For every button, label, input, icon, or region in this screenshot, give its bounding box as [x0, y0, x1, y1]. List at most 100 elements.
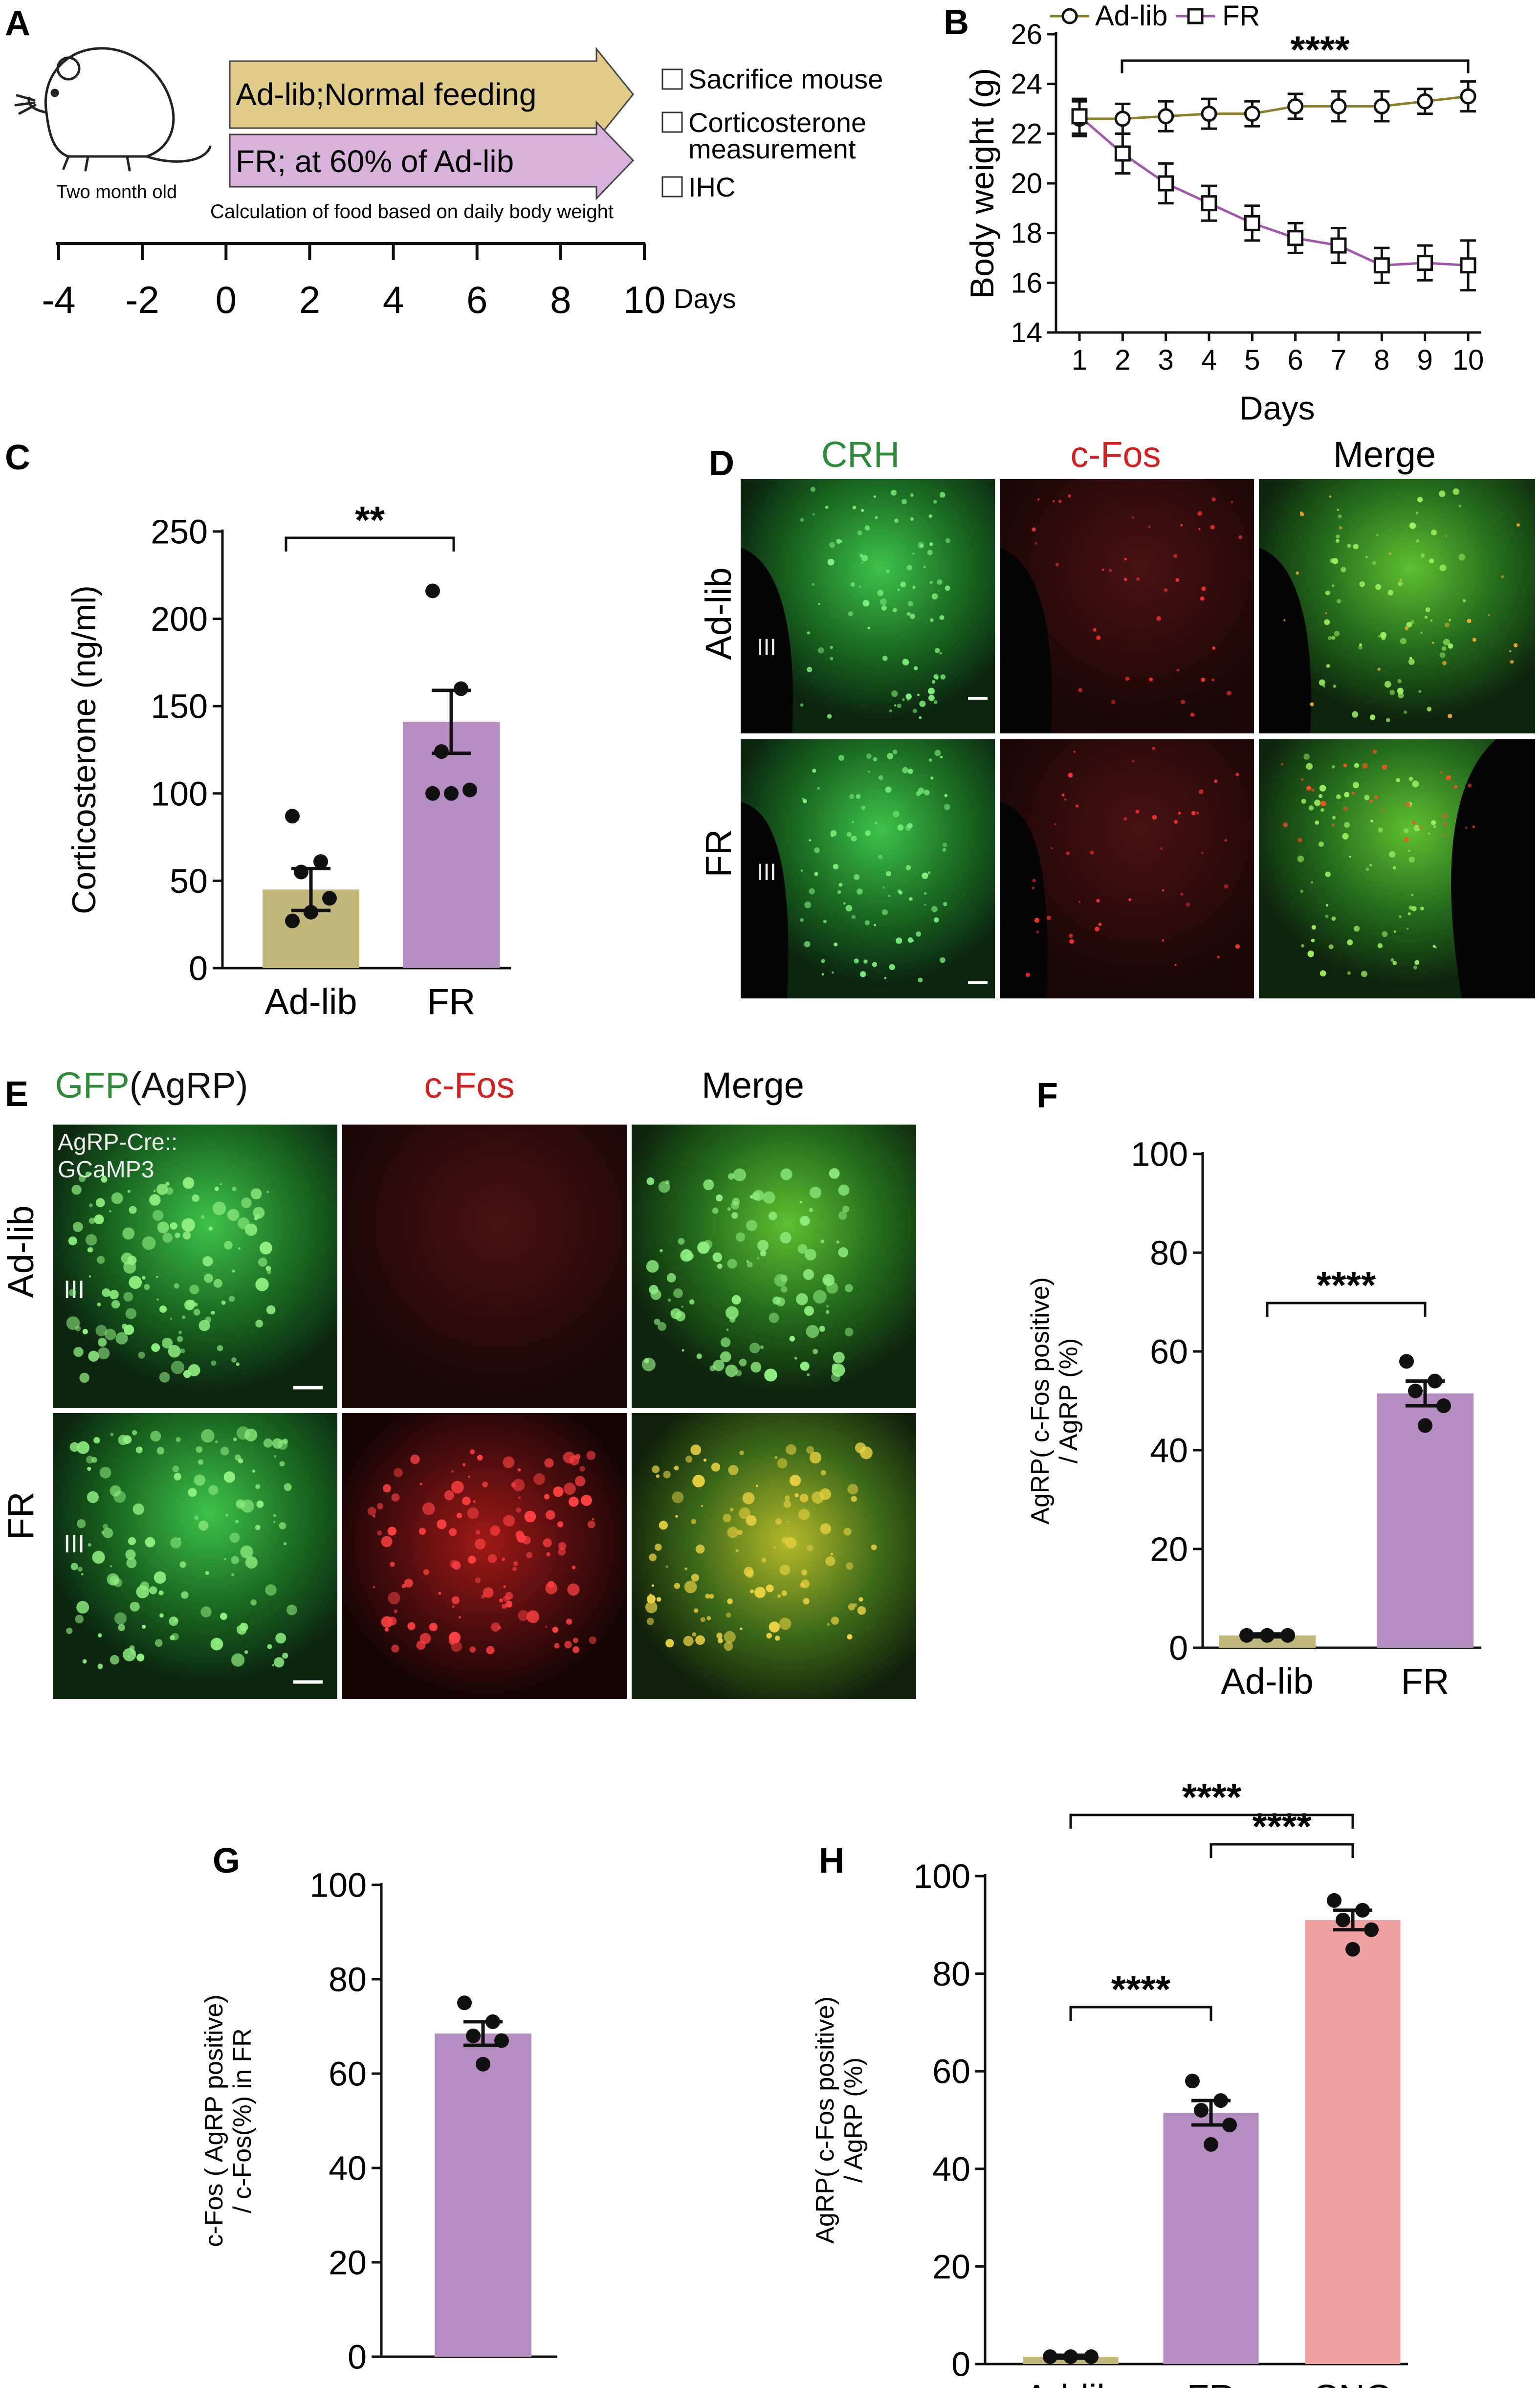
- cell-speckle: [1425, 607, 1430, 613]
- cell-speckle: [220, 1183, 222, 1186]
- cell-speckle: [695, 1635, 705, 1645]
- cell-speckle: [462, 1496, 471, 1505]
- significance-label: ****: [1111, 1968, 1171, 2011]
- cell-speckle: [1364, 795, 1370, 800]
- cell-speckle: [462, 1463, 466, 1467]
- cell-speckle: [156, 1183, 168, 1195]
- cell-speckle: [830, 830, 837, 837]
- cell-speckle: [475, 1577, 481, 1584]
- timeline-tick-label: 6: [466, 278, 487, 321]
- data-point: [444, 786, 459, 801]
- cell-speckle: [236, 1362, 240, 1367]
- cell-speckle: [545, 1510, 555, 1520]
- cell-speckle: [878, 855, 883, 860]
- cell-speckle: [383, 1484, 392, 1493]
- y-tick-label: 20: [932, 2248, 970, 2286]
- cell-speckle: [703, 1239, 713, 1249]
- cell-speckle: [1510, 660, 1514, 664]
- cell-speckle: [830, 645, 833, 649]
- cell-speckle: [1326, 664, 1330, 668]
- cell-speckle: [404, 1578, 413, 1588]
- cell-speckle: [129, 1206, 137, 1214]
- cell-speckle: [181, 1591, 189, 1599]
- cell-speckle: [912, 553, 915, 555]
- cell-speckle: [176, 1336, 183, 1342]
- cell-speckle: [802, 797, 804, 800]
- cell-speckle: [275, 1633, 286, 1644]
- cell-speckle: [178, 1537, 181, 1540]
- cell-speckle: [1176, 668, 1180, 672]
- cell-speckle: [1433, 825, 1436, 828]
- cell-speckle: [838, 883, 843, 887]
- cell-speckle: [670, 1310, 674, 1314]
- cell-speckle: [1411, 893, 1414, 896]
- legend-marker-fr: [1187, 8, 1204, 24]
- cell-speckle: [1458, 553, 1466, 561]
- cell-speckle: [1160, 847, 1163, 850]
- cell-speckle: [273, 1521, 276, 1524]
- cell-speckle: [1300, 889, 1303, 893]
- cell-speckle: [569, 1497, 579, 1507]
- data-point-adlib: [1244, 106, 1260, 122]
- cell-speckle: [817, 647, 824, 654]
- data-point: [1222, 2117, 1237, 2132]
- cell-speckle: [69, 1442, 80, 1452]
- cell-speckle: [652, 1465, 660, 1473]
- cell-speckle: [1343, 821, 1350, 828]
- cell-speckle: [1200, 596, 1205, 601]
- cell-speckle: [766, 1584, 774, 1592]
- cell-speckle: [469, 1449, 475, 1455]
- cell-speckle: [820, 1470, 826, 1476]
- cell-speckle: [818, 602, 820, 605]
- series-line: [1078, 115, 1469, 267]
- cell-speckle: [768, 1212, 777, 1220]
- cell-speckle: [809, 1451, 822, 1464]
- cell-speckle: [1365, 867, 1369, 871]
- cell-speckle: [766, 1633, 772, 1639]
- cell-speckle: [557, 1521, 564, 1527]
- cell-speckle: [842, 1205, 850, 1213]
- data-point-fr: [1373, 257, 1390, 274]
- cell-speckle: [892, 750, 898, 754]
- cell-speckle: [235, 1520, 239, 1524]
- data-point: [454, 681, 468, 696]
- cell-speckle: [240, 1622, 245, 1628]
- y-tick-label: 16: [1011, 267, 1042, 299]
- panel-g-letter: G: [213, 1841, 240, 1880]
- cell-speckle: [487, 1554, 497, 1563]
- cell-speckle: [1191, 811, 1196, 816]
- cell-speckle: [800, 918, 804, 922]
- data-point-fr: [1201, 195, 1217, 212]
- cell-speckle: [373, 1514, 376, 1518]
- cell-speckle: [1359, 581, 1365, 587]
- cell-speckle: [711, 1462, 721, 1472]
- significance-label: **: [355, 498, 385, 541]
- cell-speckle: [174, 1473, 181, 1481]
- cell-speckle: [944, 804, 950, 810]
- cell-speckle: [113, 1490, 126, 1503]
- cell-speckle: [1369, 714, 1376, 720]
- cell-speckle: [228, 1296, 235, 1302]
- cell-speckle: [1331, 916, 1336, 921]
- ventricle-shape: [1451, 739, 1535, 998]
- cell-speckle: [1372, 749, 1377, 754]
- cell-speckle: [844, 1327, 854, 1337]
- data-point: [285, 809, 300, 824]
- data-point-fr: [1330, 237, 1347, 254]
- data-point-fr: [1071, 108, 1088, 125]
- cell-speckle: [1325, 590, 1330, 596]
- cell-speckle: [1410, 620, 1415, 624]
- cell-speckle: [847, 1483, 858, 1495]
- cell-speckle: [200, 1215, 205, 1219]
- cell-speckle: [893, 811, 900, 818]
- panel-g-bar-chart: G 0 20 40 60 80 100 c-Fos ( AgRP positive) / c-F…: [200, 1841, 557, 2376]
- cell-speckle: [111, 1192, 123, 1204]
- cell-speckle: [692, 1632, 697, 1637]
- cell-speckle: [1420, 907, 1424, 911]
- cell-speckle: [739, 1507, 751, 1519]
- cell-speckle: [886, 569, 890, 573]
- cell-speckle: [942, 848, 946, 852]
- fr-arrow: [229, 120, 635, 200]
- cell-speckle: [1388, 851, 1396, 858]
- cell-speckle: [1406, 621, 1412, 628]
